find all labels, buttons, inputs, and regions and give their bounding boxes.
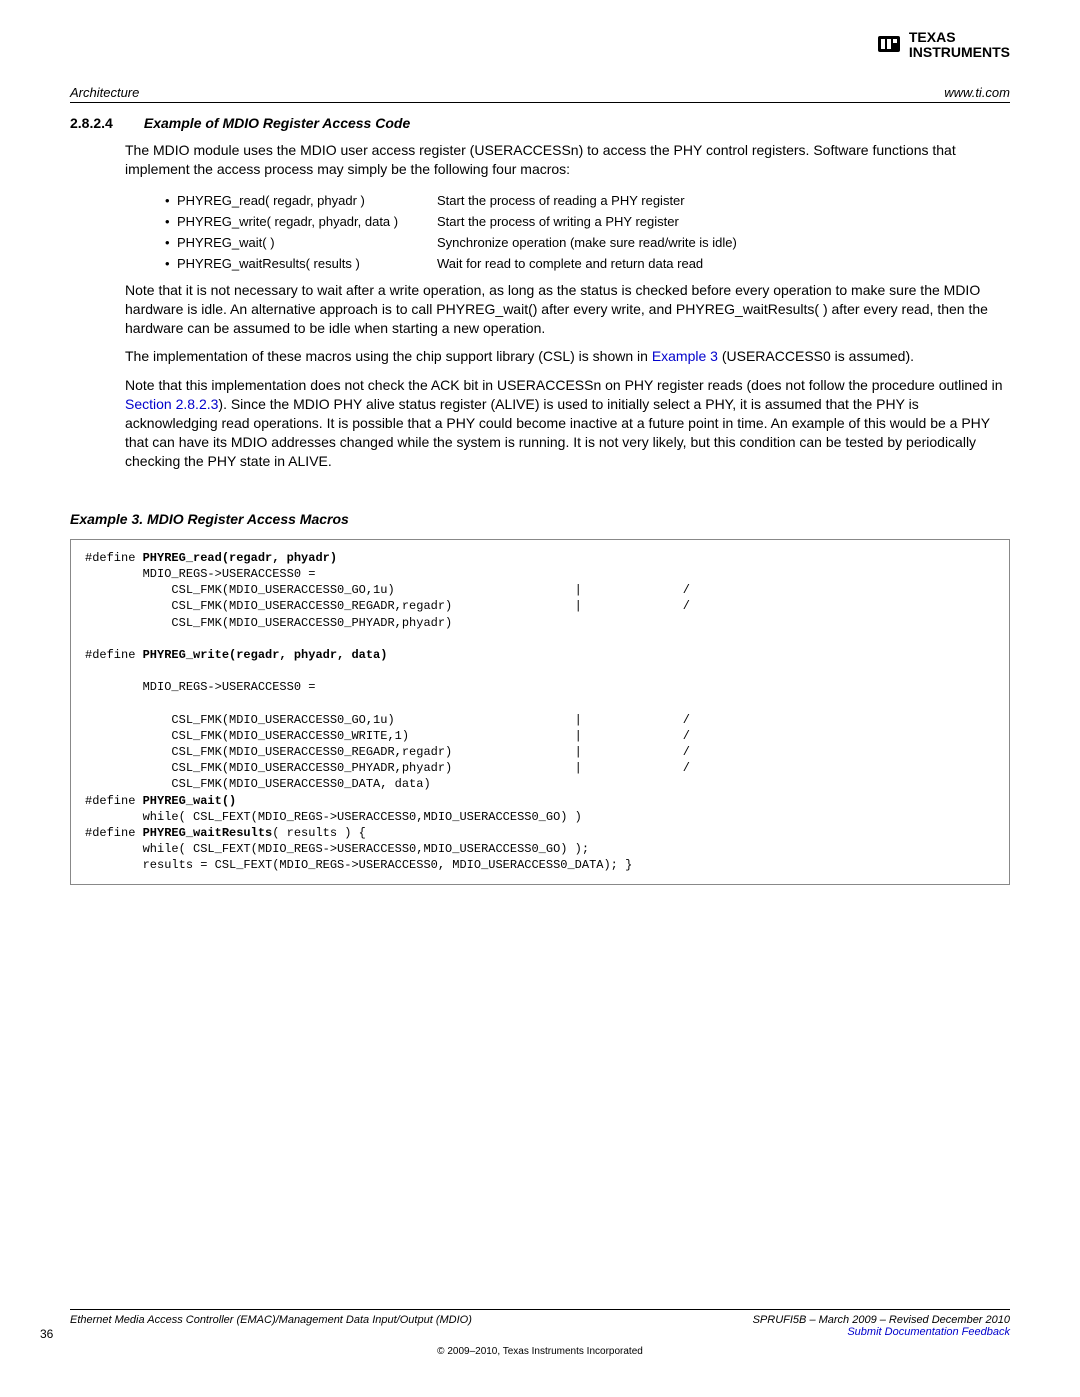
macro-desc: Wait for read to complete and return dat… xyxy=(437,256,1010,271)
section-2823-link[interactable]: Section 2.8.2.3 xyxy=(125,396,218,412)
page-header: Architecture www.ti.com xyxy=(70,85,1010,103)
macro-name: PHYREG_write( regadr, phyadr, data ) xyxy=(177,214,437,229)
example-title: Example 3. MDIO Register Access Macros xyxy=(70,511,1010,527)
ti-logo: TEXAS INSTRUMENTS xyxy=(875,30,1010,61)
macro-desc: Start the process of reading a PHY regis… xyxy=(437,193,1010,208)
macro-row: • PHYREG_wait( ) Synchronize operation (… xyxy=(165,235,1010,250)
macro-name: PHYREG_read( regadr, phyadr ) xyxy=(177,193,437,208)
example-3-link[interactable]: Example 3 xyxy=(652,348,718,364)
copyright: © 2009–2010, Texas Instruments Incorpora… xyxy=(70,1346,1010,1357)
ti-chip-icon xyxy=(875,30,903,61)
macro-desc: Start the process of writing a PHY regis… xyxy=(437,214,1010,229)
paragraph-2: Note that it is not necessary to wait af… xyxy=(125,281,1010,338)
section-heading: 2.8.2.4 Example of MDIO Register Access … xyxy=(70,115,1010,131)
footer-revision: SPRUFI5B – March 2009 – Revised December… xyxy=(753,1314,1010,1326)
macro-row: • PHYREG_waitResults( results ) Wait for… xyxy=(165,256,1010,271)
feedback-link[interactable]: Submit Documentation Feedback xyxy=(847,1326,1010,1338)
code-listing: #define PHYREG_read(regadr, phyadr) MDIO… xyxy=(70,539,1010,885)
macro-name: PHYREG_waitResults( results ) xyxy=(177,256,437,271)
footer-doc-title: Ethernet Media Access Controller (EMAC)/… xyxy=(70,1314,472,1338)
paragraph-3: The implementation of these macros using… xyxy=(125,347,1010,366)
paragraph-1: The MDIO module uses the MDIO user acces… xyxy=(125,141,1010,179)
section-title: Example of MDIO Register Access Code xyxy=(144,115,410,131)
macro-name: PHYREG_wait( ) xyxy=(177,235,437,250)
macro-row: • PHYREG_write( regadr, phyadr, data ) S… xyxy=(165,214,1010,229)
macro-list: • PHYREG_read( regadr, phyadr ) Start th… xyxy=(165,193,1010,271)
header-url: www.ti.com xyxy=(944,85,1010,100)
macro-desc: Synchronize operation (make sure read/wr… xyxy=(437,235,1010,250)
paragraph-4: Note that this implementation does not c… xyxy=(125,376,1010,470)
page-number: 36 xyxy=(40,1327,53,1341)
page-footer: Ethernet Media Access Controller (EMAC)/… xyxy=(70,1309,1010,1357)
logo-text-top: TEXAS xyxy=(909,29,956,45)
logo-text-bottom: INSTRUMENTS xyxy=(909,44,1010,60)
header-section: Architecture xyxy=(70,85,139,100)
section-number: 2.8.2.4 xyxy=(70,115,140,131)
macro-row: • PHYREG_read( regadr, phyadr ) Start th… xyxy=(165,193,1010,208)
